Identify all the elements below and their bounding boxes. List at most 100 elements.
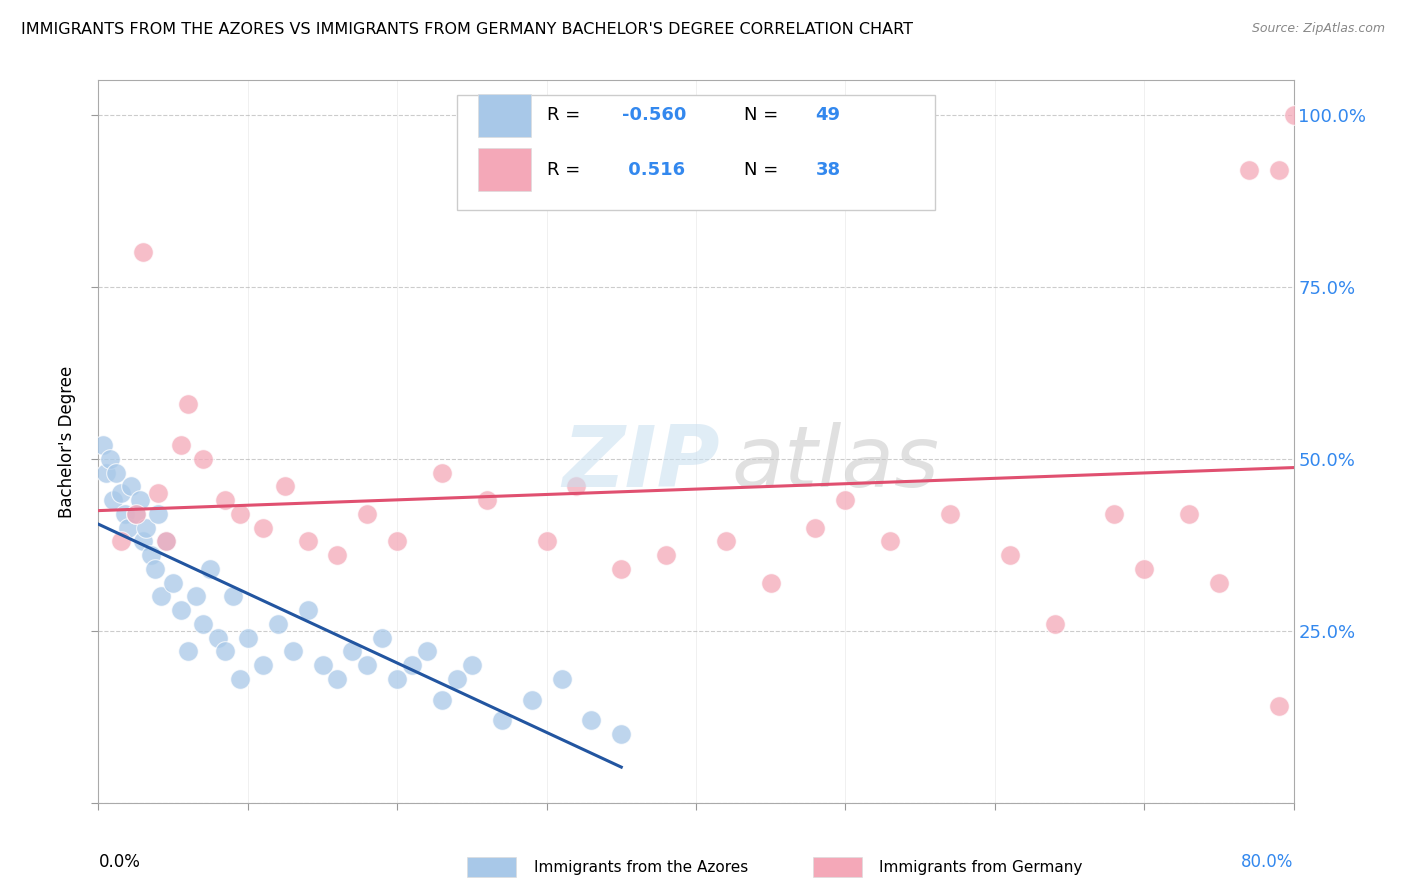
Point: [114, 507, 136, 521]
Point: [1267, 699, 1289, 714]
Text: N =: N =: [744, 161, 783, 178]
Point: [222, 590, 245, 604]
Point: [1043, 616, 1066, 631]
Point: [139, 548, 162, 562]
Point: [120, 479, 142, 493]
Point: [550, 672, 572, 686]
Point: [939, 507, 962, 521]
Point: [103, 493, 125, 508]
Point: [401, 658, 423, 673]
Point: [129, 493, 152, 508]
Text: Immigrants from Germany: Immigrants from Germany: [879, 860, 1083, 874]
Point: [169, 438, 191, 452]
Point: [610, 562, 633, 576]
Point: [184, 590, 207, 604]
Text: 80.0%: 80.0%: [1241, 854, 1294, 871]
Text: 38: 38: [815, 161, 841, 178]
FancyBboxPatch shape: [457, 95, 935, 211]
Point: [356, 507, 378, 521]
Point: [191, 616, 214, 631]
Text: 49: 49: [815, 106, 841, 124]
Point: [581, 713, 603, 727]
Point: [297, 534, 319, 549]
Point: [148, 486, 170, 500]
Point: [998, 548, 1021, 562]
Text: IMMIGRANTS FROM THE AZORES VS IMMIGRANTS FROM GERMANY BACHELOR'S DEGREE CORRELAT: IMMIGRANTS FROM THE AZORES VS IMMIGRANTS…: [21, 22, 912, 37]
Point: [834, 493, 856, 508]
Point: [1104, 507, 1126, 521]
Point: [200, 562, 222, 576]
Point: [430, 466, 453, 480]
Point: [385, 534, 409, 549]
Text: 0.0%: 0.0%: [98, 854, 141, 871]
Point: [132, 534, 155, 549]
Point: [297, 603, 319, 617]
Point: [759, 575, 782, 590]
Point: [214, 644, 236, 658]
Point: [610, 727, 633, 741]
Point: [207, 631, 229, 645]
Point: [110, 486, 132, 500]
Point: [1208, 575, 1230, 590]
Point: [177, 644, 200, 658]
Text: Immigrants from the Azores: Immigrants from the Azores: [534, 860, 748, 874]
Point: [326, 672, 349, 686]
Text: ZIP: ZIP: [562, 422, 720, 505]
Point: [267, 616, 290, 631]
Point: [105, 466, 128, 480]
Point: [148, 507, 170, 521]
Point: [356, 658, 378, 673]
Text: Source: ZipAtlas.com: Source: ZipAtlas.com: [1251, 22, 1385, 36]
Point: [229, 672, 252, 686]
FancyBboxPatch shape: [478, 94, 531, 136]
Point: [252, 520, 274, 534]
Point: [491, 713, 513, 727]
Point: [311, 658, 333, 673]
Point: [162, 575, 184, 590]
Point: [385, 672, 409, 686]
Point: [1237, 162, 1260, 177]
Point: [98, 451, 122, 466]
Point: [326, 548, 349, 562]
Point: [714, 534, 737, 549]
Point: [125, 507, 148, 521]
Point: [1282, 108, 1305, 122]
Point: [155, 534, 177, 549]
Point: [475, 493, 498, 508]
Point: [143, 562, 166, 576]
Point: [91, 438, 114, 452]
Point: [236, 631, 259, 645]
Point: [1267, 162, 1289, 177]
Point: [804, 520, 827, 534]
Point: [655, 548, 678, 562]
Point: [94, 466, 117, 480]
Point: [191, 451, 214, 466]
Point: [274, 479, 297, 493]
FancyBboxPatch shape: [478, 148, 531, 191]
Point: [177, 397, 200, 411]
Point: [281, 644, 304, 658]
Point: [214, 493, 236, 508]
Point: [110, 534, 132, 549]
Point: [132, 245, 155, 260]
Point: [155, 534, 177, 549]
Point: [879, 534, 901, 549]
Point: [1178, 507, 1201, 521]
Point: [252, 658, 274, 673]
Text: R =: R =: [547, 161, 585, 178]
Point: [461, 658, 484, 673]
Point: [1133, 562, 1156, 576]
Point: [536, 534, 558, 549]
Point: [135, 520, 157, 534]
Point: [371, 631, 394, 645]
Point: [117, 520, 139, 534]
Point: [520, 692, 543, 706]
Point: [125, 507, 148, 521]
Text: N =: N =: [744, 106, 783, 124]
Point: [150, 590, 173, 604]
Point: [169, 603, 191, 617]
Point: [342, 644, 364, 658]
Point: [430, 692, 453, 706]
Point: [416, 644, 439, 658]
Y-axis label: Bachelor's Degree: Bachelor's Degree: [58, 366, 76, 517]
